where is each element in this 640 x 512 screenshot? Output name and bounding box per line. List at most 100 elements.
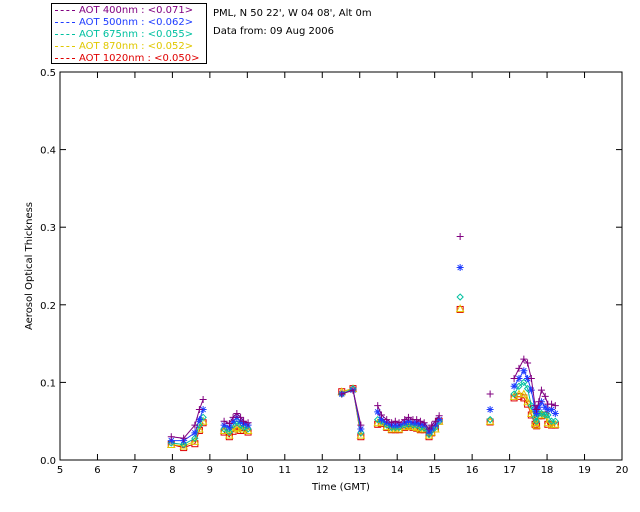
point-s3-14 [356, 430, 366, 439]
x-tick-label-11: 11 [278, 465, 291, 476]
legend: AOT 400nm : <0.071> AOT 500nm : <0.062> … [51, 3, 207, 64]
point-s2-10 [239, 423, 248, 432]
y-tick-label-3: 0.3 [40, 223, 56, 234]
x-tick-label-6: 6 [94, 465, 100, 476]
point-s0-38 [531, 402, 539, 410]
x-tick-label-19: 19 [578, 465, 591, 476]
point-s2-43 [544, 411, 552, 419]
point-s0-37 [527, 375, 535, 383]
point-s1-34 [515, 375, 523, 383]
point-s0-1 [180, 434, 188, 442]
data-date: Data from: 09 Aug 2006 [213, 26, 334, 37]
point-s0-18 [388, 419, 396, 427]
point-s1-43 [544, 406, 552, 414]
point-s1-19 [391, 421, 399, 429]
point-s0-22 [404, 413, 412, 421]
point-s4-31 [456, 305, 464, 313]
point-s2-16 [377, 417, 386, 425]
series-line-4 [171, 387, 556, 449]
point-s1-40 [535, 403, 543, 411]
point-s2-35 [520, 378, 528, 387]
point-s1-16 [377, 416, 385, 424]
legend-swatch-870nm [55, 45, 75, 47]
point-s0-24 [413, 416, 421, 424]
legend-swatch-675nm [55, 33, 75, 35]
point-s1-15 [374, 408, 382, 416]
point-s2-5 [220, 425, 228, 433]
x-tick-label-18: 18 [541, 465, 554, 476]
x-tick-label-10: 10 [241, 465, 254, 476]
point-s1-3 [195, 416, 203, 424]
point-s3-45 [550, 419, 560, 428]
x-tick-label-13: 13 [353, 465, 366, 476]
x-axis-label: Time (GMT) [311, 482, 370, 493]
point-s0-44 [548, 400, 556, 408]
x-tick-label-9: 9 [207, 465, 213, 476]
point-s0-10 [240, 417, 248, 425]
legend-swatch-400nm [55, 9, 75, 11]
y-axis-label: Aerosol Optical Thickness [24, 202, 35, 330]
point-s1-4 [199, 406, 207, 414]
point-s0-7 [229, 413, 237, 421]
point-s0-35 [520, 355, 528, 363]
point-s2-15 [374, 415, 382, 424]
point-s0-26 [420, 419, 428, 427]
point-s0-17 [383, 416, 391, 424]
point-s2-28 [427, 426, 436, 435]
x-tick-label-12: 12 [316, 465, 329, 476]
point-s3-6 [225, 430, 234, 439]
point-s3-24 [412, 422, 422, 431]
point-s0-8 [233, 409, 241, 417]
point-s3-35 [519, 389, 529, 398]
point-s0-39 [533, 406, 541, 414]
point-s0-42 [541, 392, 549, 400]
point-s1-6 [225, 423, 233, 431]
point-s1-22 [404, 417, 412, 425]
point-s2-14 [357, 429, 365, 437]
point-s0-2 [191, 421, 199, 429]
point-s0-45 [551, 402, 559, 410]
point-s0-14 [357, 421, 365, 429]
y-tick-label-4: 0.4 [40, 146, 56, 157]
legend-label-675nm: AOT 675nm : <0.055> [79, 29, 194, 40]
point-s1-30 [435, 416, 443, 424]
point-s0-25 [416, 417, 424, 425]
x-tick-label-7: 7 [132, 465, 138, 476]
series-line-3 [171, 387, 556, 447]
point-s3-31 [455, 304, 465, 313]
point-s0-27 [425, 425, 433, 433]
point-s2-31 [456, 293, 464, 301]
point-s1-35 [520, 367, 528, 375]
point-s0-0 [167, 433, 175, 441]
point-s0-31 [456, 233, 464, 241]
point-s2-37 [527, 401, 536, 410]
x-tick-label-17: 17 [503, 465, 516, 476]
point-s0-29 [431, 417, 439, 425]
point-s2-8 [233, 417, 241, 425]
point-s0-13 [349, 386, 357, 394]
point-s2-32 [486, 415, 494, 424]
point-s1-0 [167, 437, 175, 445]
point-s1-44 [548, 406, 556, 414]
x-tick-label-15: 15 [428, 465, 441, 476]
point-s2-45 [551, 417, 560, 425]
point-s1-5 [220, 421, 228, 429]
point-s4-32 [486, 418, 494, 426]
point-s2-42 [541, 411, 549, 419]
x-tick-label-14: 14 [391, 465, 404, 476]
point-s2-33 [510, 390, 518, 398]
point-s3-8 [232, 422, 242, 431]
point-s2-36 [523, 384, 532, 393]
point-s0-33 [510, 375, 518, 383]
legend-label-400nm: AOT 400nm : <0.071> [79, 5, 194, 16]
site-info: PML, N 50 22', W 04 08', Alt 0m [213, 8, 372, 19]
point-s3-39 [532, 420, 541, 429]
legend-label-500nm: AOT 500nm : <0.062> [79, 17, 194, 28]
point-s0-30 [435, 412, 443, 420]
legend-item-400nm: AOT 400nm : <0.071> [55, 5, 193, 17]
point-s1-45 [551, 409, 559, 417]
point-s0-36 [524, 359, 532, 367]
point-s2-39 [532, 417, 541, 425]
legend-label-870nm: AOT 870nm : <0.052> [79, 41, 194, 52]
